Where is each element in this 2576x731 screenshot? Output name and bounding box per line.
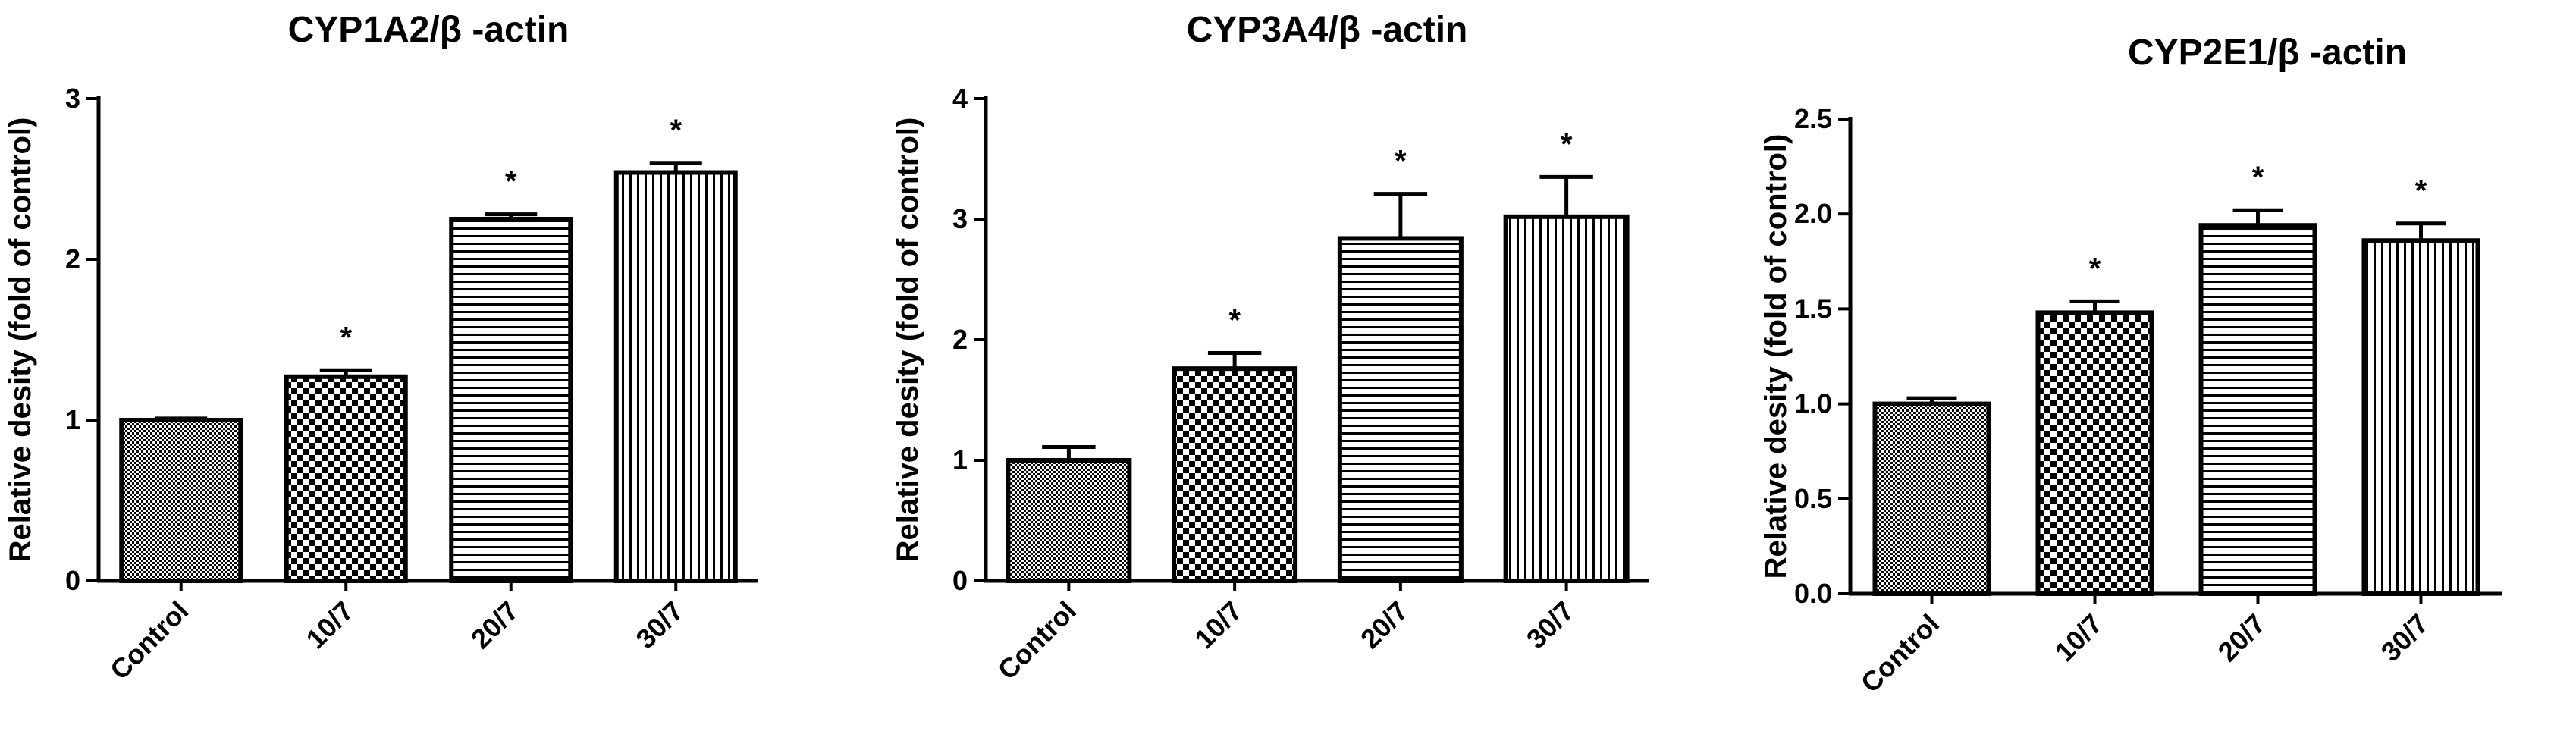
y-tick-label: 2.0 [1794, 198, 1832, 229]
x-category-label: 30/7 [1520, 595, 1580, 655]
significance-marker: * [2089, 252, 2101, 285]
y-tick-label: 2 [952, 324, 968, 355]
y-tick-label: 0 [65, 565, 80, 596]
bar-control [1872, 401, 1991, 596]
significance-marker: * [1228, 303, 1241, 337]
x-category-label: 10/7 [300, 595, 359, 655]
x-category-label: Control [104, 595, 194, 686]
y-tick-label: 4 [952, 83, 968, 114]
significance-marker: * [2415, 174, 2427, 208]
x-category-label: 20/7 [465, 595, 525, 655]
bar-10-7 [2035, 310, 2154, 596]
y-axis-label: Relative desity (fold of control) [891, 118, 924, 563]
significance-marker: * [1561, 127, 1573, 161]
chart-title-cyp2e1: CYP2E1/β -actin [2128, 33, 2407, 73]
x-category-label: 10/7 [1188, 595, 1248, 655]
bar-20-7 [2198, 223, 2317, 596]
y-tick-label: 1 [65, 404, 80, 435]
bar-20-7 [449, 217, 573, 583]
bar-control [119, 418, 243, 583]
y-tick-label: 0.5 [1794, 483, 1832, 514]
y-tick-label: 0 [952, 565, 968, 596]
x-category-label: 20/7 [2212, 608, 2272, 668]
chart-cyp3a4: CYP3A4/β -actin Relative desity (fold of … [891, 10, 1649, 686]
x-category-label: Control [992, 595, 1082, 686]
bar-10-7 [284, 374, 408, 583]
significance-marker: * [1395, 145, 1407, 178]
y-axis-label: Relative desity (fold of control) [1759, 134, 1793, 579]
y-tick-label: 2 [65, 243, 80, 275]
bar-30-7 [2361, 238, 2480, 596]
significance-marker: * [505, 165, 517, 199]
x-category-label: 30/7 [629, 595, 689, 655]
significance-marker: * [670, 114, 682, 147]
x-category-label: 30/7 [2375, 608, 2435, 668]
y-axis-label: Relative desity (fold of control) [4, 118, 37, 563]
y-tick-label: 1.5 [1794, 293, 1832, 324]
bar-20-7 [1337, 236, 1464, 583]
chart-title-cyp1a2: CYP1A2/β -actin [288, 10, 569, 50]
y-tick-label: 3 [65, 83, 80, 114]
bar-10-7 [1172, 366, 1298, 583]
y-tick-label: 0.0 [1794, 578, 1832, 609]
bar-control [1006, 458, 1132, 583]
significance-marker: * [340, 321, 352, 354]
y-tick-label: 1 [952, 444, 968, 475]
bar-30-7 [613, 170, 738, 583]
significance-marker: * [2252, 161, 2264, 194]
x-category-label: 10/7 [2049, 608, 2109, 668]
chart-title-cyp3a4: CYP3A4/β -actin [1187, 10, 1468, 50]
bar-30-7 [1503, 214, 1630, 583]
y-tick-label: 2.5 [1794, 103, 1832, 134]
chart-cyp2e1: CYP2E1/β -actin Relative desity (fold of … [1759, 33, 2502, 698]
y-tick-label: 1.0 [1794, 388, 1832, 419]
chart-cyp1a2: CYP1A2/β -actin Relative desity (fold of … [4, 10, 758, 686]
x-category-label: 20/7 [1354, 595, 1414, 655]
y-tick-label: 3 [952, 203, 968, 234]
x-category-label: Control [1855, 608, 1945, 698]
